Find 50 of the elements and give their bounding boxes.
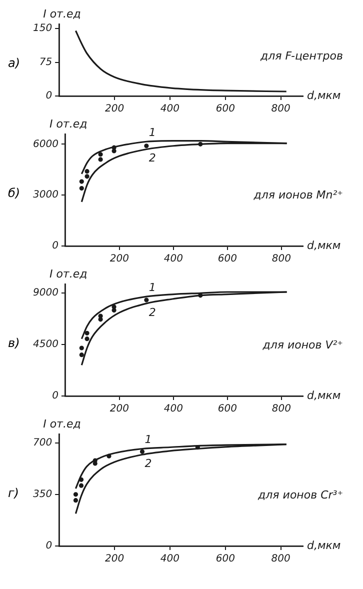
x-tick-label: 200: [104, 554, 124, 565]
annotation: для ионов V²⁺: [262, 338, 344, 352]
x-tick-label: 600: [218, 404, 237, 415]
x-axis-title: d,мкм: [307, 88, 341, 102]
series-label: 1: [148, 280, 156, 294]
y-axis-title: I от.ед: [49, 267, 88, 280]
y-tick-label: 0: [52, 240, 58, 252]
y-tick-label: 4500: [32, 339, 58, 350]
x-tick-label: 400: [164, 254, 183, 265]
series-label: 2: [144, 456, 152, 470]
x-axis-title: d,мкм: [307, 388, 341, 402]
y-tick-label: 75: [39, 56, 52, 68]
x-tick-label: 200: [110, 254, 129, 265]
text: г): [8, 486, 20, 500]
y-tick-label: 6000: [32, 138, 58, 150]
y-axis-title: I от.ед: [43, 417, 81, 430]
y-axis-title: I от.ед: [43, 7, 81, 20]
text: в): [8, 336, 21, 350]
annotation: для ионов Mn²⁺: [252, 188, 344, 202]
x-tick-label: 200: [110, 404, 129, 415]
annotation: для F-центров: [260, 49, 343, 62]
annotation: для ионов Cr³⁺: [257, 488, 344, 502]
y-tick-label: 150: [32, 23, 52, 34]
y-tick-label: 3000: [32, 190, 58, 201]
y-tick-label: 9000: [32, 288, 58, 299]
x-tick-label: 800: [271, 554, 290, 565]
y-tick-label: 0: [52, 390, 58, 402]
y-tick-label: 700: [32, 437, 52, 448]
x-tick-label: 400: [160, 104, 180, 115]
x-tick-label: 800: [271, 104, 290, 115]
y-tick-label: 0: [46, 540, 52, 552]
x-axis-title: d,мкм: [307, 238, 341, 252]
text: а): [8, 56, 22, 70]
x-tick-label: 600: [216, 554, 235, 565]
y-axis-title: I от.ед: [49, 117, 88, 130]
series-label: 2: [148, 152, 156, 165]
x-axis-title: d,мкм: [307, 538, 341, 552]
series-label: 1: [148, 126, 156, 139]
x-tick-label: 400: [160, 554, 180, 565]
x-tick-label: 800: [272, 404, 291, 415]
x-tick-label: 600: [218, 254, 237, 265]
text: б): [8, 186, 22, 200]
y-tick-label: 0: [46, 90, 52, 102]
x-tick-label: 400: [164, 404, 183, 415]
series-label: 1: [144, 433, 152, 446]
x-tick-label: 600: [216, 104, 235, 115]
series-label: 2: [148, 306, 156, 319]
y-tick-label: 350: [32, 489, 52, 500]
x-tick-label: 800: [272, 254, 291, 265]
x-tick-label: 200: [104, 104, 124, 115]
